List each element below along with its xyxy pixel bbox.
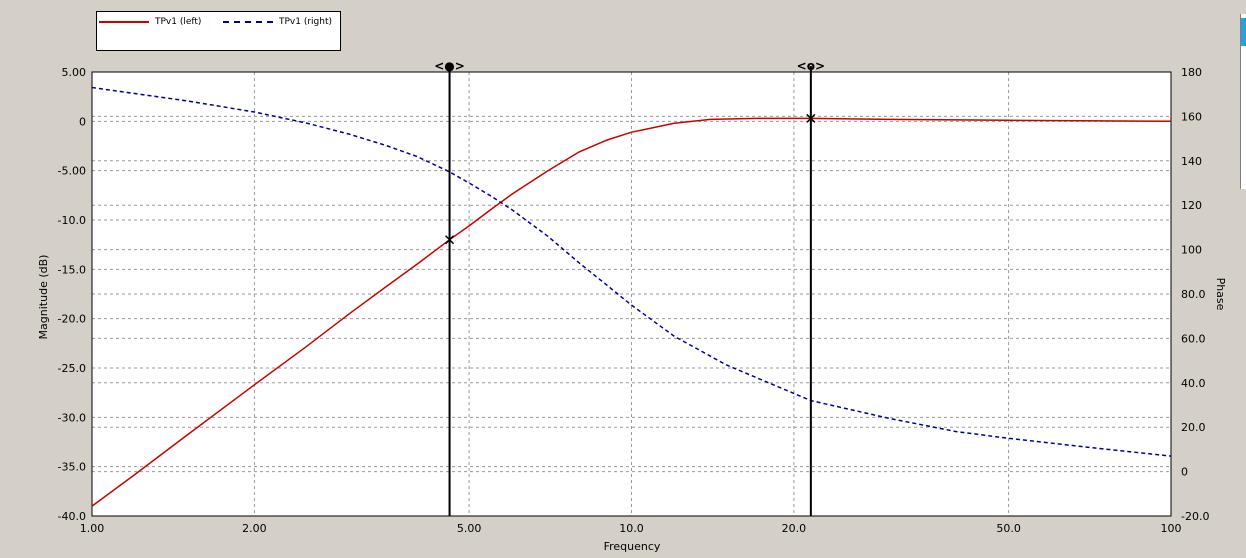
grid (92, 72, 1171, 516)
y-left-tick-label: -25.0 (58, 362, 86, 375)
legend-label: TPv1 (right) (279, 17, 333, 27)
y-right-tick-label: -20.0 (1181, 510, 1209, 523)
y-left-tick-label: -10.0 (58, 214, 86, 227)
legend-item-left-series: TPv1 (left) (99, 17, 201, 27)
x-tick-label: 50.0 (996, 522, 1021, 535)
y-right-tick-label: 120 (1181, 199, 1202, 212)
y-right-tick-label: 40.0 (1181, 377, 1206, 390)
y-right-tick-label: 0 (1181, 466, 1188, 479)
y-left-axis-title: Magnitude (dB) (37, 255, 50, 340)
series-layer (91, 86, 1172, 507)
x-tick-label: 10.0 (619, 522, 644, 535)
y-right-axis-title: Phase (1214, 278, 1227, 311)
y-right-tick-label: 160 (1181, 110, 1202, 123)
legend: TPv1 (left) TPv1 (right) (96, 11, 341, 51)
side-panel-accent (1241, 18, 1246, 46)
series-line-left-magnitude (91, 117, 1172, 507)
cursor-marker (445, 235, 455, 245)
y-right-tick-label: 60.0 (1181, 332, 1206, 345)
y-left-tick-label: -40.0 (58, 510, 86, 523)
legend-swatch-blue-dashed (223, 20, 273, 23)
legend-label: TPv1 (left) (155, 17, 202, 27)
y-right-tick-label: 140 (1181, 155, 1202, 168)
x-tick-label: 5.00 (457, 522, 482, 535)
series-line-right-phase (91, 86, 1172, 457)
y-left-tick-label: -20.0 (58, 313, 86, 326)
legend-item-right-series: TPv1 (right) (223, 17, 332, 27)
y-left-tick-label: 5.00 (62, 66, 87, 79)
x-tick-label: 1.00 (80, 522, 105, 535)
y-right-axis-ticks: 180 160 140 120 100 80.0 60.0 40.0 20.0 0 -20.0 (1181, 66, 1209, 523)
plot-area (91, 71, 1172, 517)
cursor-marker (806, 113, 816, 123)
y-left-tick-label: -5.00 (58, 165, 86, 178)
y-left-axis-ticks: 5.00 0 -5.00 -10.0 -15.0 -20.0 -25.0 -30.0 -35.0… (58, 66, 86, 523)
y-right-tick-label: 100 (1181, 244, 1202, 257)
x-tick-label: 2.00 (242, 522, 267, 535)
x-tick-label: 100 (1161, 522, 1182, 535)
cursor-handle-label: <●> (434, 59, 465, 73)
legend-swatch-red-solid (99, 20, 149, 23)
x-axis-ticks: 1.00 2.00 5.00 10.0 20.0 50.0 100 (80, 522, 1182, 535)
y-left-tick-label: -30.0 (58, 411, 86, 424)
y-left-tick-label: 0 (79, 115, 86, 128)
x-axis-title: Frequency (604, 540, 661, 553)
y-right-tick-label: 80.0 (1181, 288, 1206, 301)
y-left-tick-label: -35.0 (58, 461, 86, 474)
y-left-tick-label: -15.0 (58, 263, 86, 276)
y-right-tick-label: 180 (1181, 66, 1202, 79)
side-panel-edge (1240, 14, 1246, 189)
x-tick-label: 20.0 (782, 522, 807, 535)
cursor-layer: <●> <o> (434, 59, 825, 516)
cursor-handle-label: <o> (797, 59, 825, 73)
y-right-tick-label: 20.0 (1181, 421, 1206, 434)
